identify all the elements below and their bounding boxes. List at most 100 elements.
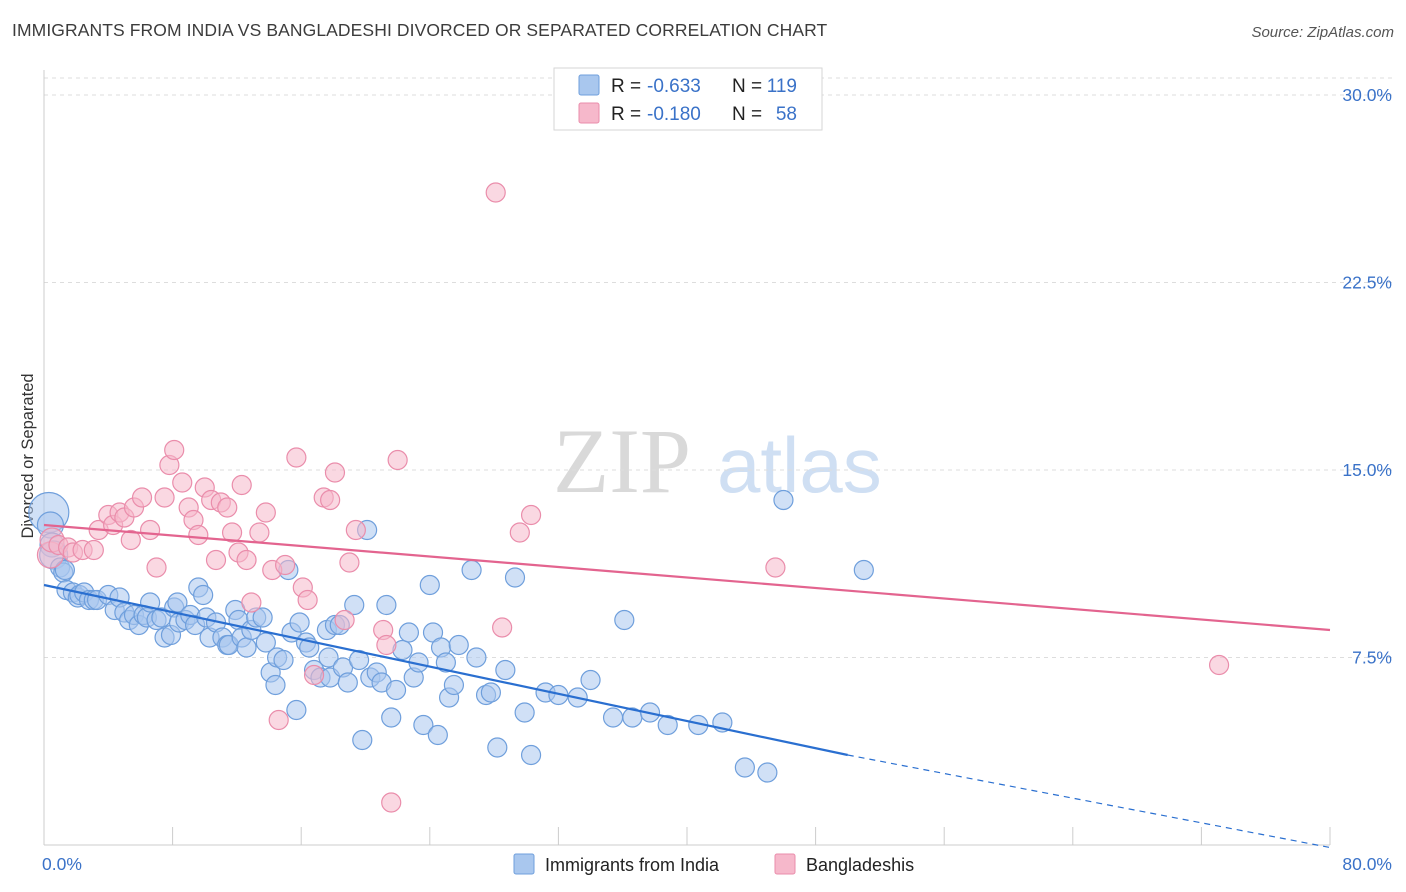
point-india-6 [54,559,75,581]
point-bangladesh-41 [297,589,318,611]
y-axis-label: Divorced or Separated [19,373,37,538]
point-bangladesh-17 [154,487,175,508]
legend-bottom-label-bangladesh: Bangladeshis [806,855,914,875]
point-bangladesh-39 [286,447,307,468]
point-bangladesh-58 [1208,654,1230,676]
point-india-92 [448,634,469,656]
grid-lines [44,77,1392,658]
point-india-79 [385,679,407,701]
point-india-105 [580,669,601,691]
trend-line-bangladesh [43,523,1331,632]
point-india-106 [602,707,624,728]
point-bangladesh-31 [231,474,252,496]
point-india-101 [520,744,542,766]
point-india-99 [504,567,526,588]
y-tick-label-1: 15.0% [1342,460,1392,480]
legend-n-label-india: N = [732,76,762,97]
point-bangladesh-37 [268,709,289,731]
point-bangladesh-6 [83,539,104,561]
point-india-96 [480,682,501,703]
point-bangladesh-57 [765,557,786,578]
point-bangladesh-16 [146,557,167,578]
chart-source: Source: ZipAtlas.com [1251,24,1394,41]
point-bangladesh-28 [217,497,238,518]
point-bangladesh-55 [509,522,530,543]
legend-bottom-swatch-bangladesh [774,853,796,875]
point-india-78 [381,707,402,728]
point-bangladesh-56 [520,504,542,526]
tick-labels: 7.5% 15.0% 22.5% 30.0% 0.0% 80.0% [42,85,1392,874]
legend-bottom-label-india: Immigrants from India [545,855,720,875]
legend-r-label-bangladesh: R = [611,104,641,125]
point-bangladesh-15 [139,519,161,541]
point-india-57 [286,699,307,721]
point-india-91 [443,674,465,696]
point-bangladesh-53 [485,182,506,203]
point-india-93 [461,559,482,581]
legend-n-value-bangladesh: 58 [776,104,797,125]
y-tick-label-3: 30.0% [1342,85,1392,105]
point-india-98 [495,659,516,681]
point-bangladesh-26 [205,549,227,571]
legend-n-value-india: 119 [767,76,797,97]
y-tick-label-0: 7.5% [1352,648,1392,668]
point-india-114 [757,762,778,783]
point-bangladesh-51 [381,792,402,813]
point-bangladesh-23 [188,524,209,546]
point-india-97 [487,737,508,758]
watermark-atlas: atlas [717,421,882,509]
point-india-84 [413,714,434,736]
point-india-54 [273,649,294,671]
point-bangladesh-44 [320,489,341,511]
point-india-113 [734,757,755,778]
point-india-116 [853,559,874,581]
point-india-89 [435,652,456,673]
legend-top: R = -0.633 N = 119 R = -0.180 N = 58 [553,67,823,131]
point-india-110 [657,714,678,736]
legend-r-value-india: -0.633 [647,76,701,97]
point-india-58 [289,612,310,633]
legend-r-value-bangladesh: -0.180 [647,104,701,125]
legend-bottom: Immigrants from India Bangladeshis [513,853,914,875]
point-india-46 [236,637,257,658]
point-india-64 [318,647,339,668]
legend-r-label-india: R = [611,76,641,97]
point-bangladesh-48 [345,519,366,541]
trend-lines [43,523,1331,849]
point-india-72 [352,729,373,751]
point-bangladesh-50 [376,634,397,656]
point-bangladesh-45 [324,462,346,483]
point-bangladesh-42 [303,664,325,686]
point-india-115 [773,489,794,511]
point-bangladesh-47 [339,552,360,573]
point-bangladesh-19 [164,439,185,461]
legend-bottom-swatch-india [513,853,535,875]
point-india-100 [514,702,535,723]
point-india-71 [348,649,370,671]
point-india-81 [398,622,420,643]
legend-n-label-bangladesh: N = [732,104,762,125]
point-india-85 [419,574,440,596]
legend-swatch-bangladesh [578,102,600,124]
x-tick-label-0: 0.0% [42,854,82,874]
point-bangladesh-33 [241,592,262,613]
point-india-49 [252,607,273,628]
point-india-69 [337,672,358,693]
point-bangladesh-34 [249,522,270,543]
point-india-36 [193,584,214,606]
point-india-52 [265,674,286,696]
point-india-77 [376,594,397,616]
trend-line-india [43,583,848,757]
axes [43,70,1331,846]
watermark-zip: ZIP [553,410,691,512]
x-tick-label-1: 80.0% [1342,854,1392,874]
point-bangladesh-35 [255,502,276,523]
y-tick-label-2: 22.5% [1342,273,1392,293]
point-india-94 [466,647,487,668]
point-bangladesh-12 [120,529,141,551]
point-bangladesh-29 [221,522,243,543]
watermark: ZIP atlas [553,410,882,512]
point-bangladesh-46 [334,609,355,631]
point-bangladesh-38 [275,554,296,576]
